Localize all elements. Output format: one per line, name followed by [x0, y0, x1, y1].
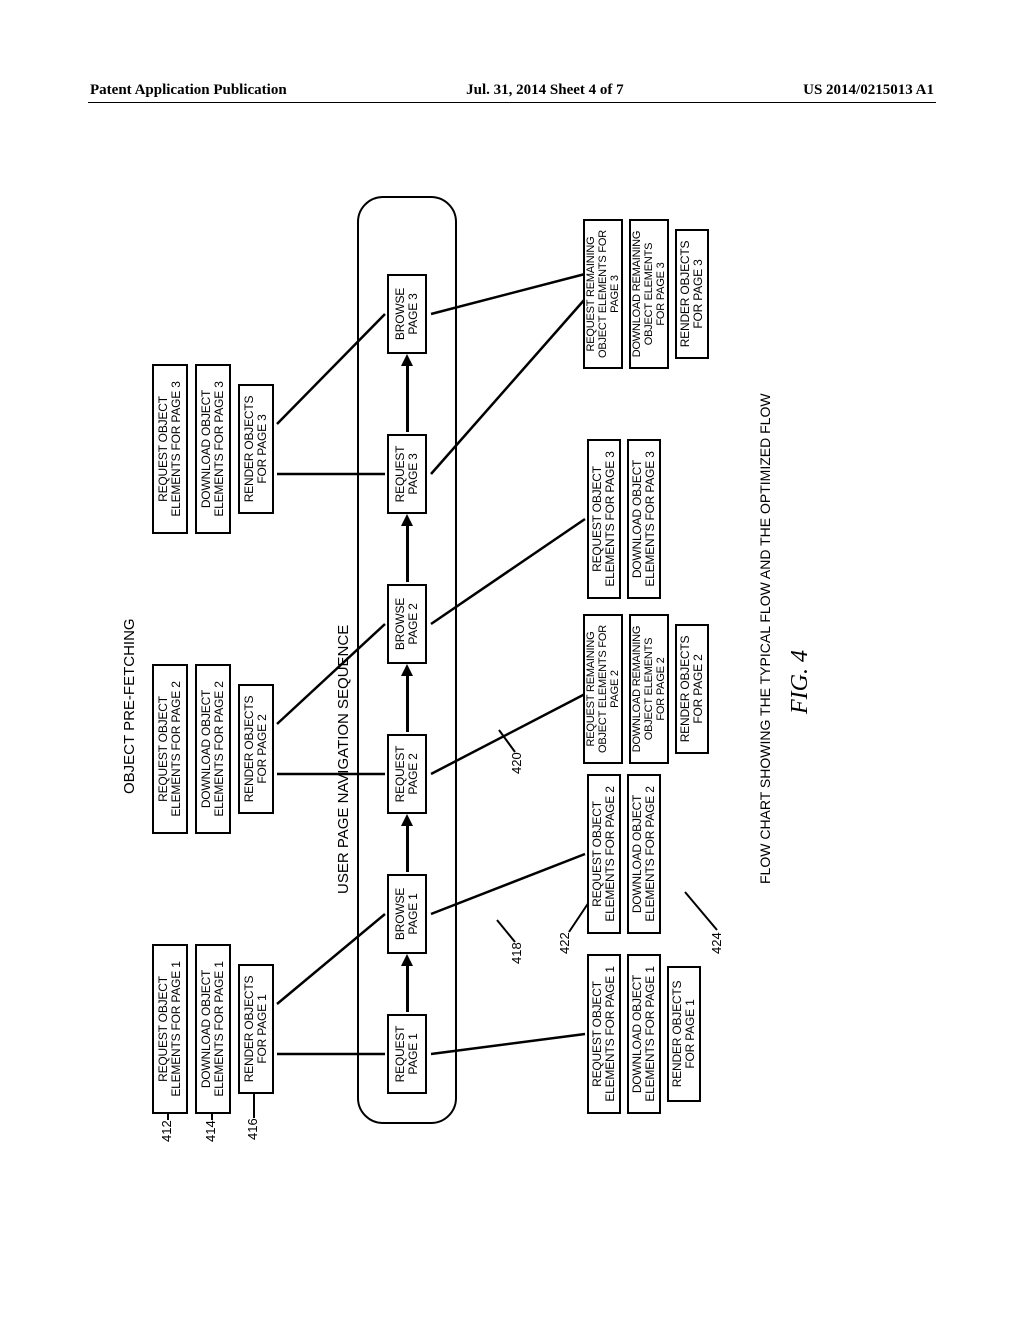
arrow-5-6-head	[401, 354, 413, 366]
ref-422: 422	[557, 932, 572, 954]
top-p1-download: DOWNLOAD OBJECTELEMENTS FOR PAGE 1	[195, 944, 231, 1114]
ref-418: 418	[509, 942, 524, 964]
arrow-3-4-line	[406, 674, 409, 732]
header-right: US 2014/0215013 A1	[803, 82, 934, 99]
top-p2-request: REQUEST OBJECTELEMENTS FOR PAGE 2	[152, 664, 188, 834]
mid-req1: REQUESTPAGE 1	[387, 1014, 427, 1094]
top-p1-request: REQUEST OBJECTELEMENTS FOR PAGE 1	[152, 944, 188, 1114]
top-p2-download: DOWNLOAD OBJECTELEMENTS FOR PAGE 2	[195, 664, 231, 834]
ref-412: 412	[159, 1120, 174, 1142]
bot-c3-c: RENDER OBJECTSFOR PAGE 2	[675, 624, 709, 754]
bot-c1-a: REQUEST OBJECTELEMENTS FOR PAGE 1	[587, 954, 621, 1114]
refline-412	[167, 1114, 169, 1120]
mid-br3: BROWSEPAGE 3	[387, 274, 427, 354]
ref-414: 414	[203, 1120, 218, 1142]
ref-420: 420	[509, 752, 524, 774]
arrow-3-4-head	[401, 664, 413, 676]
header-left: Patent Application Publication	[90, 82, 287, 99]
top-p3-request: REQUEST OBJECTELEMENTS FOR PAGE 3	[152, 364, 188, 534]
diagram-root: OBJECT PRE-FETCHING REQUEST OBJECTELEMEN…	[117, 176, 907, 1144]
header-rule	[88, 102, 936, 103]
mid-req2: REQUESTPAGE 2	[387, 734, 427, 814]
ref-424: 424	[709, 932, 724, 954]
figure-label: FIG. 4	[787, 650, 814, 714]
top-p3-download: DOWNLOAD OBJECTELEMENTS FOR PAGE 3	[195, 364, 231, 534]
refline-416	[253, 1094, 255, 1118]
title-prefetch: OBJECT PRE-FETCHING	[121, 618, 138, 794]
top-p3-render: RENDER OBJECTSFOR PAGE 3	[238, 384, 274, 514]
caption: FLOW CHART SHOWING THE TYPICAL FLOW AND …	[757, 393, 773, 884]
arrow-1-2-line	[406, 964, 409, 1012]
arrow-2-3-head	[401, 814, 413, 826]
mid-req3: REQUESTPAGE 3	[387, 434, 427, 514]
bot-c2-a: REQUEST OBJECTELEMENTS FOR PAGE 2	[587, 774, 621, 934]
mid-br2: BROWSEPAGE 2	[387, 584, 427, 664]
bot-c3-a: REQUEST REMAININGOBJECT ELEMENTS FORPAGE…	[583, 614, 623, 764]
page-header: Patent Application Publication Jul. 31, …	[0, 82, 1024, 99]
bot-c1-c: RENDER OBJECTSFOR PAGE 1	[667, 966, 701, 1102]
bot-c2-b: DOWNLOAD OBJECTELEMENTS FOR PAGE 2	[627, 774, 661, 934]
header-center: Jul. 31, 2014 Sheet 4 of 7	[466, 82, 624, 99]
arrow-5-6-line	[406, 364, 409, 432]
arrow-1-2-head	[401, 954, 413, 966]
bot-c4-b: DOWNLOAD OBJECTELEMENTS FOR PAGE 3	[627, 439, 661, 599]
bot-c1-b: DOWNLOAD OBJECTELEMENTS FOR PAGE 1	[627, 954, 661, 1114]
arrow-4-5-head	[401, 514, 413, 526]
title-navseq: USER PAGE NAVIGATION SEQUENCE	[335, 625, 352, 894]
mid-br1: BROWSEPAGE 1	[387, 874, 427, 954]
bot-c5-a: REQUEST REMAININGOBJECT ELEMENTS FORPAGE…	[583, 219, 623, 369]
bot-c5-c: RENDER OBJECTSFOR PAGE 3	[675, 229, 709, 359]
arrow-2-3-line	[406, 824, 409, 872]
refline-414	[211, 1114, 213, 1120]
top-p1-render: RENDER OBJECTSFOR PAGE 1	[238, 964, 274, 1094]
arrow-4-5-line	[406, 524, 409, 582]
bot-c4-a: REQUEST OBJECTELEMENTS FOR PAGE 3	[587, 439, 621, 599]
ref-416: 416	[245, 1118, 260, 1140]
bot-c3-b: DOWNLOAD REMAININGOBJECT ELEMENTSFOR PAG…	[629, 614, 669, 764]
bot-c5-b: DOWNLOAD REMAININGOBJECT ELEMENTSFOR PAG…	[629, 219, 669, 369]
top-p2-render: RENDER OBJECTSFOR PAGE 2	[238, 684, 274, 814]
